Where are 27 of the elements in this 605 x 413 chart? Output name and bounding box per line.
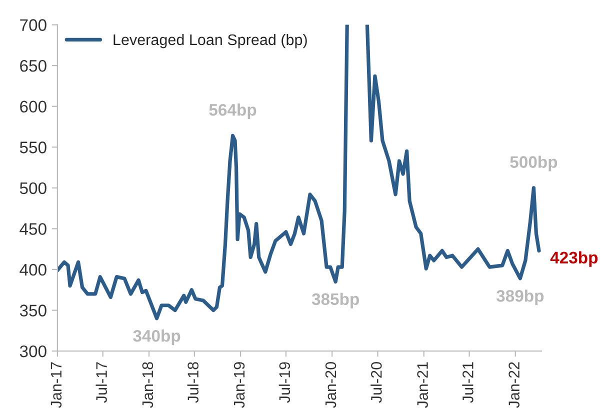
x-tick-label: Jan-20	[325, 362, 336, 408]
y-tick-label: 350	[20, 304, 46, 316]
annotation: 340bp	[133, 330, 180, 346]
y-tick-label: 550	[20, 142, 46, 154]
y-tick-label: 600	[20, 100, 46, 113]
x-tick-label: Jul-21	[462, 362, 474, 403]
x-tick-label: Jan-17	[50, 362, 62, 408]
legend-label: Leveraged Loan Spread (bp)	[114, 34, 307, 48]
y-tick-label: 500	[20, 182, 46, 194]
annotation: 389bp	[496, 290, 544, 306]
y-tick-label: 400	[20, 264, 46, 276]
x-tick-label: Jul-20	[370, 362, 382, 403]
annotation: 564bp	[209, 104, 256, 120]
x-tick-label: Jul-18	[187, 362, 198, 403]
annotation: 500bp	[510, 156, 558, 172]
x-tick-label: Jan-21	[417, 362, 428, 408]
y-tick-label: 300	[20, 345, 46, 358]
x-tick-label: Jan-19	[234, 362, 245, 408]
y-tick-label: 450	[20, 223, 46, 235]
x-tick-label: Jan-18	[142, 362, 154, 408]
annotation: 423bp	[550, 251, 598, 267]
y-tick-label: 650	[20, 60, 46, 72]
x-tick-label: Jul-17	[96, 362, 107, 403]
x-tick-label: Jul-19	[278, 362, 290, 403]
annotation: 385bp	[312, 292, 359, 308]
y-tick-label: 700	[20, 19, 46, 31]
x-tick-label: Jan-22	[508, 362, 520, 408]
